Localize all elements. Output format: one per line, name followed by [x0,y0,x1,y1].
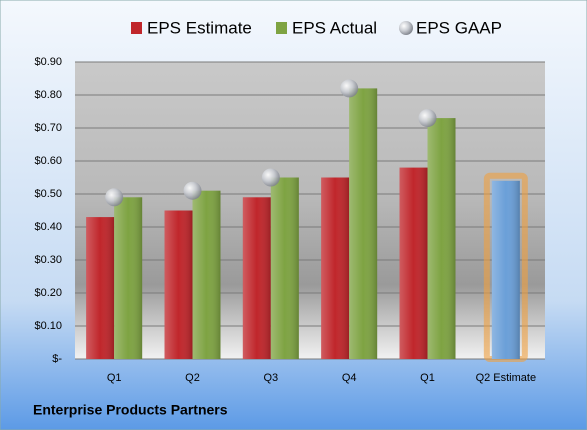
gaap-marker [183,181,202,200]
bar-shade [114,197,143,359]
bar-shade [349,88,378,360]
gaap-marker [340,79,359,98]
footer: Enterprise Products Partners [33,402,228,418]
y-tick-label: $- [52,353,62,365]
legend-label: EPS GAAP [416,18,502,37]
legend-label: EPS Actual [292,18,377,37]
y-tick-label: $0.60 [34,155,62,167]
y-tick-label: $0.70 [34,122,62,134]
legend-swatch [276,22,287,34]
bar-shade [427,118,456,359]
bar-shade [192,190,221,359]
bar-shade [399,167,428,359]
y-tick-label: $0.80 [34,89,62,101]
bar-shade [86,217,115,359]
bar-shade [491,180,520,359]
legend-swatch [131,22,142,34]
x-tick-label: Q4 [342,372,357,384]
y-tick-label: $0.90 [34,56,62,68]
legend-swatch [399,21,413,35]
y-tick-label: $0.20 [34,287,62,299]
bar-shade [164,210,193,359]
bar-shade [321,177,350,359]
gaap-marker [261,168,280,187]
x-tick-label: Q1 [420,372,435,384]
y-tick-label: $0.30 [34,254,62,266]
y-tick-label: $0.40 [34,221,62,233]
gaap-marker [418,109,437,128]
plot-area [75,62,545,359]
bar-shade [270,177,299,359]
legend-label: EPS Estimate [147,18,252,37]
y-tick-label: $0.10 [34,320,62,332]
bar-shade [242,197,271,359]
y-tick-label: $0.50 [34,188,62,200]
gaap-marker [105,188,124,207]
x-tick-label: Q1 [107,372,122,384]
x-tick-label: Q3 [263,372,278,384]
x-tick-label: Q2 Estimate [476,372,537,384]
x-tick-label: Q2 [185,372,200,384]
